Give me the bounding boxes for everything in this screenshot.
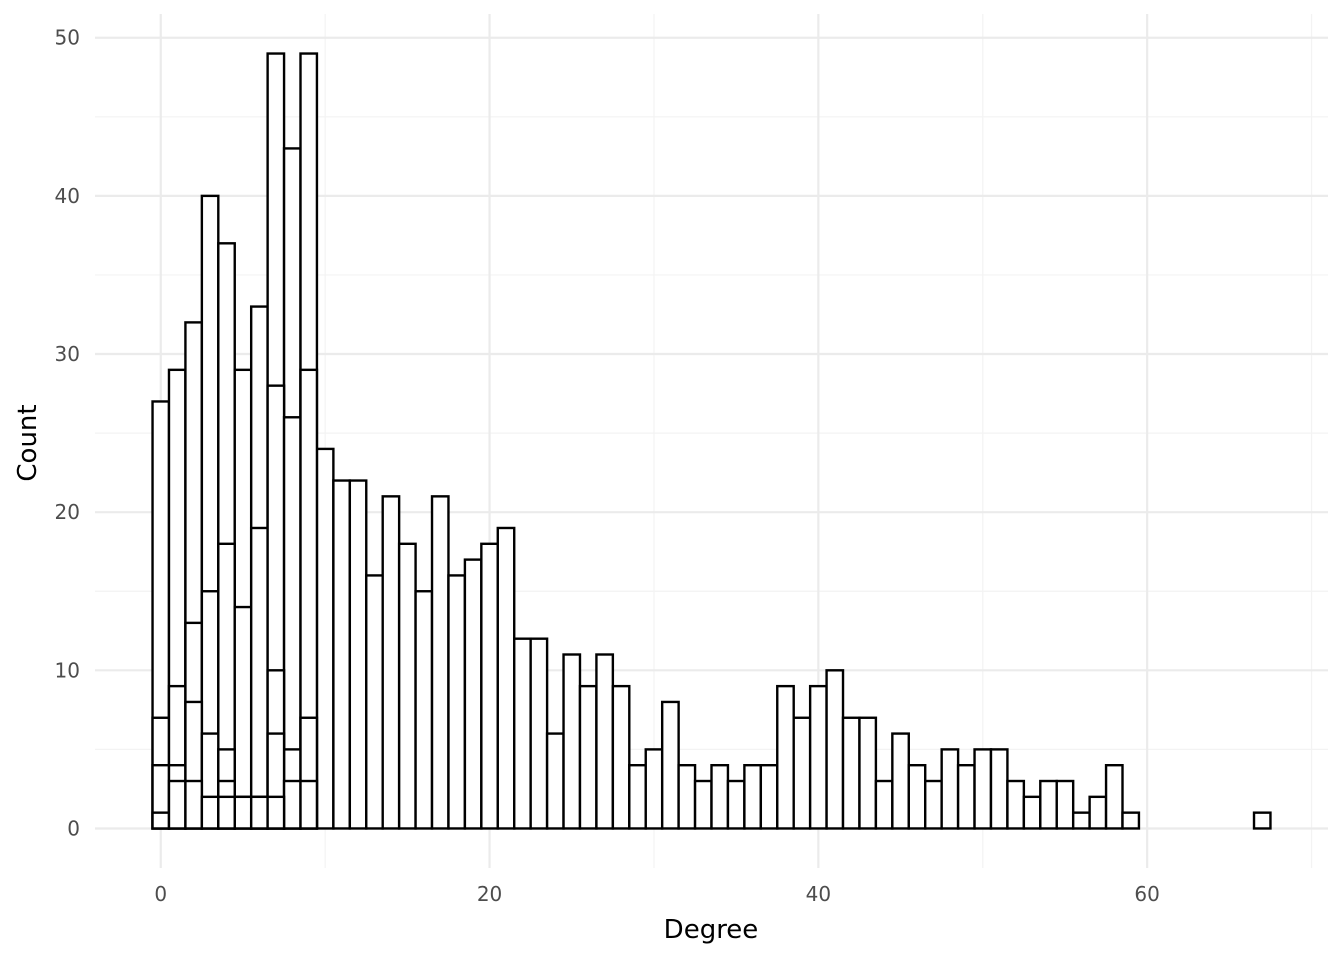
histogram-bar xyxy=(348,479,368,830)
histogram-bar xyxy=(874,779,894,830)
y-tick-label: 30 xyxy=(55,342,80,366)
histogram-bar xyxy=(743,764,763,830)
histogram-bar xyxy=(266,795,286,830)
histogram-bar xyxy=(381,495,401,830)
histogram-bar xyxy=(858,716,878,830)
histogram-bar xyxy=(907,764,927,830)
histogram-bar xyxy=(776,684,795,830)
histogram-bar xyxy=(217,795,236,830)
x-tick-label: 60 xyxy=(1134,882,1159,906)
histogram-bar xyxy=(693,779,713,830)
y-tick-label: 50 xyxy=(55,26,80,50)
histogram-bar xyxy=(430,495,450,830)
histogram-bar xyxy=(1088,795,1108,830)
histogram-bar xyxy=(989,748,1009,830)
x-tick-label: 40 xyxy=(806,882,831,906)
y-tick-label: 40 xyxy=(55,184,80,208)
histogram-bar xyxy=(825,669,845,830)
histogram-bar xyxy=(808,684,828,830)
histogram-bar xyxy=(611,684,631,830)
histogram-bar xyxy=(956,764,976,830)
histogram-bar xyxy=(710,764,730,830)
histogram-bar xyxy=(167,779,187,830)
histogram-bar xyxy=(397,542,417,830)
histogram-bar xyxy=(249,526,269,830)
histogram-bar xyxy=(841,716,861,830)
y-axis-title: Count xyxy=(13,404,43,481)
histogram-bar xyxy=(233,605,253,830)
x-tick-label: 20 xyxy=(477,882,502,906)
histogram-bar xyxy=(595,653,615,830)
histogram-bar xyxy=(184,779,204,830)
histogram-bar xyxy=(463,558,483,830)
histogram-bar xyxy=(1022,795,1042,830)
histogram-bar xyxy=(200,795,220,830)
histogram-bar xyxy=(151,811,171,830)
x-tick-label: 0 xyxy=(154,882,167,906)
histogram-bar xyxy=(628,764,647,830)
histogram-bar xyxy=(447,574,467,830)
histogram-bar xyxy=(299,779,319,830)
y-tick-label: 10 xyxy=(55,658,80,682)
x-axis-ticks: 0 20 40 60 xyxy=(154,882,1159,906)
histogram-bar xyxy=(513,637,532,830)
x-axis-title: Degree xyxy=(664,915,759,945)
histogram-bar xyxy=(496,526,516,830)
y-tick-label: 0 xyxy=(67,816,80,840)
y-axis-ticks: 0 10 20 30 40 50 xyxy=(55,26,80,841)
histogram-bar xyxy=(1055,779,1075,830)
histogram-bar xyxy=(545,732,565,830)
histogram-bar xyxy=(940,748,960,830)
histogram-bar xyxy=(644,748,664,830)
histogram-bar xyxy=(924,779,943,830)
histogram-bar xyxy=(759,764,779,830)
histogram-bar xyxy=(1252,811,1272,830)
histogram-bar xyxy=(1121,811,1141,830)
bars-layer xyxy=(151,52,1272,830)
histogram-bar xyxy=(1039,779,1058,830)
histogram-bar xyxy=(792,716,812,830)
histogram-bar xyxy=(726,779,746,830)
histogram-bar xyxy=(578,684,598,830)
histogram-bar xyxy=(282,779,302,830)
histogram-bar xyxy=(315,447,335,830)
histogram-bar xyxy=(332,479,352,830)
histogram-bar xyxy=(1071,811,1091,830)
histogram-bar xyxy=(480,542,499,830)
histogram-bar xyxy=(677,764,697,830)
histogram-bar xyxy=(365,574,384,830)
histogram-bar xyxy=(562,653,582,830)
histogram-bar xyxy=(529,637,549,830)
histogram-bar xyxy=(414,590,434,830)
histogram-bar xyxy=(973,748,993,830)
histogram-bar xyxy=(249,795,269,830)
histogram-bar xyxy=(660,700,680,830)
histogram-bar xyxy=(1104,764,1124,830)
histogram-bar xyxy=(891,732,910,830)
histogram-bar xyxy=(233,795,253,830)
y-tick-label: 20 xyxy=(55,500,80,524)
histogram-bar xyxy=(1006,779,1026,830)
